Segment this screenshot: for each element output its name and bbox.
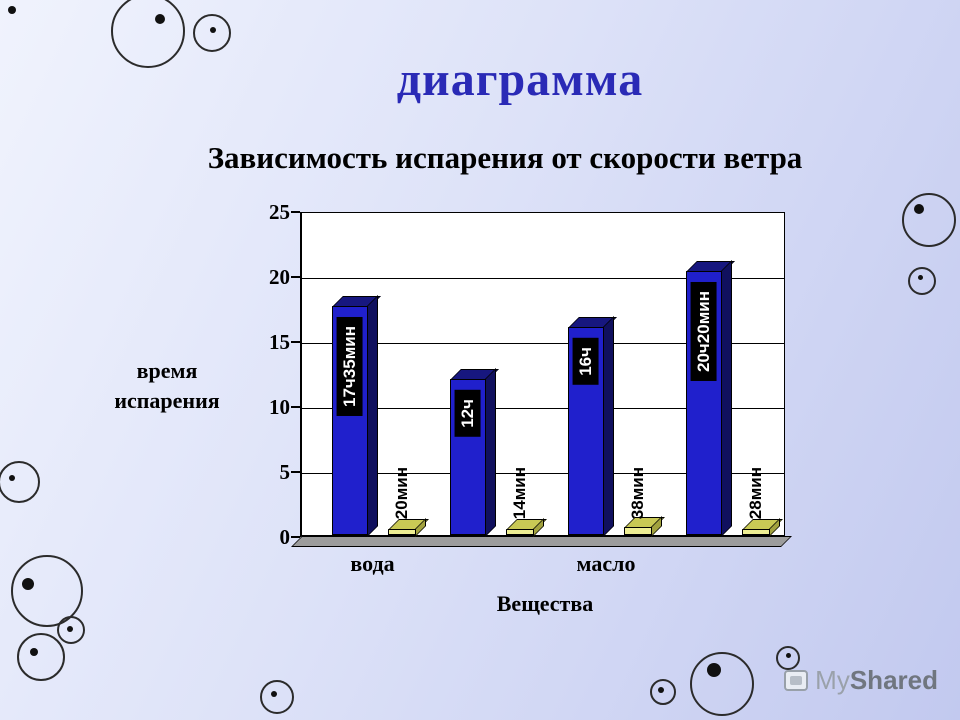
myshared-logo-icon (784, 670, 809, 691)
bar-blue-1: 17ч35мин (332, 306, 368, 535)
bar-blue-2: 12ч (450, 379, 486, 535)
decor-circle (776, 646, 800, 670)
decor-dot (210, 27, 216, 33)
decor-circle (193, 14, 231, 52)
y-tick-label: 20 (269, 265, 290, 289)
decor-dot (9, 475, 15, 481)
y-tick-mark (291, 341, 300, 343)
bar-value-label: 14мин (509, 466, 529, 519)
bar-value-label: 20мин (391, 466, 411, 519)
bar-value-label-wrap: 20мин (388, 467, 416, 519)
chart-floor (291, 536, 792, 547)
decor-dot (30, 648, 38, 656)
decor-dot (918, 275, 923, 280)
y-tick-label: 15 (269, 330, 290, 354)
y-tick-label: 0 (279, 525, 291, 549)
y-tick-mark (291, 536, 300, 538)
y-tick-label: 5 (279, 460, 291, 484)
y-tick-label: 25 (269, 200, 290, 224)
y-tick-mark (291, 276, 300, 278)
bar-yellow-3 (624, 526, 652, 535)
decor-dot (914, 204, 924, 214)
bar-blue-4: 20ч20мин (686, 270, 722, 535)
bar-value-label-wrap: 12ч (451, 390, 485, 437)
decor-dot (22, 578, 34, 590)
bar-value-label: 12ч (455, 390, 481, 437)
myshared-logo-text: MyShared (815, 665, 938, 696)
myshared-logo-text-dark: Shared (849, 665, 938, 695)
bar-value-label-wrap: 20ч20мин (687, 281, 721, 381)
bar-value-label-wrap: 28мин (742, 467, 770, 519)
decor-circle (260, 680, 294, 714)
decor-circle (690, 652, 754, 716)
bar-value-label: 38мин (627, 466, 647, 519)
y-tick-mark (291, 406, 300, 408)
myshared-watermark[interactable]: MyShared (784, 665, 938, 696)
gridline (302, 278, 784, 279)
slide-title: диаграмма (396, 53, 644, 106)
bar-value-label-wrap: 14мин (506, 467, 534, 519)
decor-dot (155, 14, 165, 24)
decor-dot (8, 6, 16, 14)
gridline (302, 408, 784, 409)
decor-circle (902, 193, 956, 247)
decor-circle (11, 555, 83, 627)
decor-dot (271, 691, 277, 697)
y-axis-label: время испарения (114, 358, 220, 413)
y-tick-mark (291, 471, 300, 473)
decor-dot (67, 626, 73, 632)
bar-value-label: 20ч20мин (691, 281, 717, 381)
chart-subtitle: Зависимость испарения от скорости ветра (207, 140, 803, 175)
y-tick-label: 10 (269, 395, 290, 419)
bar-value-label: 17ч35мин (337, 317, 363, 417)
y-tick-mark (291, 211, 300, 213)
myshared-logo-text-light: My (815, 665, 850, 695)
bar-value-label-wrap: 16ч (569, 338, 603, 385)
decor-circle (57, 616, 85, 644)
x-axis-label: Вещества (496, 591, 594, 616)
bar-yellow-4 (742, 528, 770, 535)
decor-circle (650, 679, 676, 705)
bar-value-label: 28мин (745, 466, 765, 519)
gridline (302, 343, 784, 344)
decor-circle (17, 633, 65, 681)
decor-dot (707, 663, 721, 677)
bar-value-label-wrap: 38мин (624, 467, 652, 519)
category-label-water: вода (350, 551, 395, 576)
decor-dot (658, 687, 664, 693)
bar-yellow-2 (506, 529, 534, 535)
category-label-oil: масло (576, 551, 636, 576)
bar-value-label-wrap: 17ч35мин (333, 317, 367, 417)
decor-circle (111, 0, 185, 68)
decor-circle (0, 461, 40, 503)
gridline (302, 473, 784, 474)
bar-yellow-1 (388, 529, 416, 535)
decor-dot (786, 653, 791, 658)
chart-plot-area: 17ч35мин 20мин 12ч 14мин 16ч 38мин 20ч20… (291, 212, 792, 547)
decor-circle (908, 267, 936, 295)
bar-value-label: 16ч (573, 338, 599, 385)
bar-blue-3: 16ч (568, 327, 604, 535)
